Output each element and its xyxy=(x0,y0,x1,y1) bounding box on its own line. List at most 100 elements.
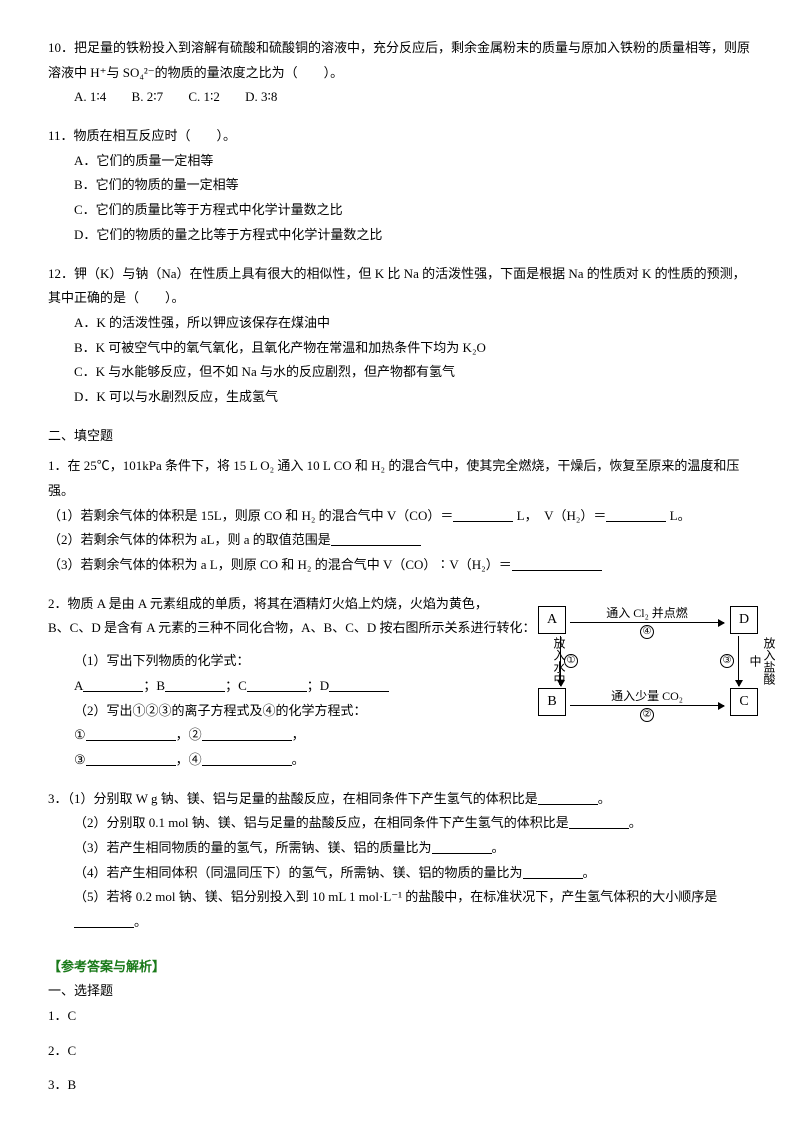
f1-part1: （1）若剩余气体的体积是 15L，则原 CO 和 H₂ 的混合气中 V（CO）＝… xyxy=(48,504,752,529)
f1-p2a: （2）若剩余气体的体积为 aL，则 a 的取值范围是 xyxy=(48,532,331,547)
fig-arrow-left: 放入水中 ① xyxy=(534,636,566,686)
q11-text: 11．物质在相互反应时（ ）。 xyxy=(48,124,752,149)
f2-p2: （2）写出①②③的离子方程式及④的化学方程式： xyxy=(48,699,568,724)
q12-opt-a: A．K 的活泼性强，所以钾应该保存在煤油中 xyxy=(48,311,752,336)
blank xyxy=(606,509,666,522)
f2-c6: 。 xyxy=(292,752,305,767)
period: 。 xyxy=(598,791,611,806)
fig-bot-num: ② xyxy=(640,708,654,722)
fig-bot-label: 通入少量 CO₂ xyxy=(570,689,724,703)
f3-p2: （2）分别取 0.1 mol 钠、镁、铝与足量的盐酸反应，在相同条件下产生氢气的… xyxy=(48,811,752,836)
q12-opt-d: D．K 可以与水剧烈反应，生成氢气 xyxy=(48,385,752,410)
fig-node-a: A xyxy=(538,606,566,634)
section-2-title: 二、填空题 xyxy=(48,424,752,449)
fig-top-num: ④ xyxy=(640,625,654,639)
f2-a-lbl: A xyxy=(74,678,83,693)
f1-p1c: L。 xyxy=(666,508,690,523)
f2-p1-line: A ；B ；C ；D xyxy=(48,674,568,699)
q11-opt-b: B．它们的物质的量一定相等 xyxy=(48,173,752,198)
f3-p4-text: （4）若产生相同体积（同温同压下）的氢气，所需钠、镁、铝的物质的量比为 xyxy=(74,865,523,880)
period: 。 xyxy=(629,815,642,830)
q12-opt-c: C．K 与水能够反应，但不如 Na 与水的反应剧烈，但产物都有氢气 xyxy=(48,360,752,385)
f2-eq-line2: ③ ，④ 。 xyxy=(48,748,568,773)
fill-1: 1．在 25℃，101kPa 条件下，将 15 L O₂ 通入 10 L CO … xyxy=(48,454,752,577)
q10-opt-b: B. 2∶7 xyxy=(132,85,164,110)
f2-stem2: B、C、D 是含有 A 元素的三种不同化合物，A、B、C、D 按右图所示关系进行… xyxy=(48,616,568,641)
blank xyxy=(165,679,225,692)
q11-opt-a: A．它们的质量一定相等 xyxy=(48,149,752,174)
f2-c3: ， xyxy=(292,727,305,742)
f3-p1-text: 3．（1）分别取 W g 钠、镁、铝与足量的盐酸反应，在相同条件下产生氢气的体积… xyxy=(48,791,538,806)
blank xyxy=(202,728,292,741)
f2-c4: ③ xyxy=(74,752,86,767)
f3-p4: （4）若产生相同体积（同温同压下）的氢气，所需钠、镁、铝的物质的量比为 。 xyxy=(48,861,752,886)
blank xyxy=(329,679,389,692)
f1-p1b: L， V（H₂）＝ xyxy=(513,508,606,523)
q10-text: 10．把足量的铁粉投入到溶解有硫酸和硫酸铜的溶液中，充分反应后，剩余金属粉末的质… xyxy=(48,36,752,85)
blank xyxy=(569,816,629,829)
fig-left-num: ① xyxy=(564,654,578,668)
fill-3: 3．（1）分别取 W g 钠、镁、铝与足量的盐酸反应，在相同条件下产生氢气的体积… xyxy=(48,787,752,935)
f2-c5: ，④ xyxy=(176,752,202,767)
fig-arrow-bottom: 通入少量 CO₂ ② xyxy=(570,689,724,722)
fig-right-label: 放入盐酸中 xyxy=(748,637,776,685)
answer-3: 3．B xyxy=(48,1073,752,1098)
f1-part2: （2）若剩余气体的体积为 aL，则 a 的取值范围是 xyxy=(48,528,752,553)
question-12: 12．钾（K）与钠（Na）在性质上具有很大的相似性，但 K 比 Na 的活泼性强… xyxy=(48,262,752,410)
answers-section-title: 一、选择题 xyxy=(48,979,752,1004)
fig-right-num: ③ xyxy=(720,654,734,668)
f2-eq-line1: ① ，② ， xyxy=(48,723,568,748)
blank xyxy=(86,753,176,766)
blank xyxy=(86,728,176,741)
f2-p1: （1）写出下列物质的化学式： xyxy=(48,649,568,674)
fig-arrow-right: 放入盐酸中 ③ xyxy=(744,636,776,686)
period: 。 xyxy=(583,865,596,880)
f3-p3: （3）若产生相同物质的量的氢气，所需钠、镁、铝的质量比为 。 xyxy=(48,836,752,861)
fig-node-d: D xyxy=(730,606,758,634)
blank xyxy=(538,792,598,805)
f1-p1a: （1）若剩余气体的体积是 15L，则原 CO 和 H₂ 的混合气中 V（CO）＝ xyxy=(48,508,453,523)
f2-c-lbl: ；C xyxy=(225,678,247,693)
blank xyxy=(432,841,492,854)
f2-d-lbl: ；D xyxy=(307,678,329,693)
answers-header: 【参考答案与解析】 xyxy=(48,955,752,980)
q11-opt-d: D．它们的物质的量之比等于方程式中化学计量数之比 xyxy=(48,223,752,248)
fill-2: 2．物质 A 是由 A 元素组成的单质，将其在酒精灯火焰上灼烧，火焰为黄色， B… xyxy=(48,592,752,773)
blank xyxy=(453,509,513,522)
q10-opt-d: D. 3∶8 xyxy=(245,85,277,110)
fig-node-b: B xyxy=(538,688,566,716)
f2-c1: ① xyxy=(74,727,86,742)
f3-p5-text: （5）若将 0.2 mol 钠、镁、铝分别投入到 10 mL 1 mol·L⁻¹… xyxy=(74,889,717,904)
blank xyxy=(523,866,583,879)
f1-part3: （3）若剩余气体的体积为 a L，则原 CO 和 H₂ 的混合气中 V（CO）∶… xyxy=(48,553,752,578)
f3-p1: 3．（1）分别取 W g 钠、镁、铝与足量的盐酸反应，在相同条件下产生氢气的体积… xyxy=(48,787,752,812)
transformation-diagram: A D B C 通入 Cl₂ 并点燃 ④ 通入少量 CO₂ ② 放入水中 ① 放… xyxy=(538,606,758,716)
question-11: 11．物质在相互反应时（ ）。 A．它们的质量一定相等 B．它们的物质的量一定相… xyxy=(48,124,752,247)
answer-1: 1．C xyxy=(48,1004,752,1029)
f1-p3a: （3）若剩余气体的体积为 a L，则原 CO 和 H₂ 的混合气中 V（CO）∶… xyxy=(48,557,512,572)
blank xyxy=(512,558,602,571)
answer-2: 2．C xyxy=(48,1039,752,1064)
f3-p2-text: （2）分别取 0.1 mol 钠、镁、铝与足量的盐酸反应，在相同条件下产生氢气的… xyxy=(74,815,569,830)
q10-opt-a: A. 1∶4 xyxy=(74,85,106,110)
q12-text: 12．钾（K）与钠（Na）在性质上具有很大的相似性，但 K 比 Na 的活泼性强… xyxy=(48,262,752,311)
f2-c2: ，② xyxy=(176,727,202,742)
blank xyxy=(247,679,307,692)
q10-opt-c: C. 1∶2 xyxy=(188,85,220,110)
f2-stem1: 2．物质 A 是由 A 元素组成的单质，将其在酒精灯火焰上灼烧，火焰为黄色， xyxy=(48,592,568,617)
f3-p5: （5）若将 0.2 mol 钠、镁、铝分别投入到 10 mL 1 mol·L⁻¹… xyxy=(48,885,752,934)
question-10: 10．把足量的铁粉投入到溶解有硫酸和硫酸铜的溶液中，充分反应后，剩余金属粉末的质… xyxy=(48,36,752,110)
f1-stem: 1．在 25℃，101kPa 条件下，将 15 L O₂ 通入 10 L CO … xyxy=(48,454,752,503)
fig-top-label: 通入 Cl₂ 并点燃 xyxy=(570,606,724,620)
period: 。 xyxy=(134,914,147,929)
f2-b-lbl: ；B xyxy=(143,678,165,693)
q10-options: A. 1∶4 B. 2∶7 C. 1∶2 D. 3∶8 xyxy=(48,85,752,110)
fig-arrow-top: 通入 Cl₂ 并点燃 ④ xyxy=(570,606,724,639)
f3-p3-text: （3）若产生相同物质的量的氢气，所需钠、镁、铝的质量比为 xyxy=(74,840,432,855)
blank xyxy=(202,753,292,766)
blank xyxy=(74,915,134,928)
q11-opt-c: C．它们的质量比等于方程式中化学计量数之比 xyxy=(48,198,752,223)
period: 。 xyxy=(492,840,505,855)
q12-opt-b: B．K 可被空气中的氧气氧化，且氧化产物在常温和加热条件下均为 K₂O xyxy=(48,336,752,361)
blank xyxy=(83,679,143,692)
